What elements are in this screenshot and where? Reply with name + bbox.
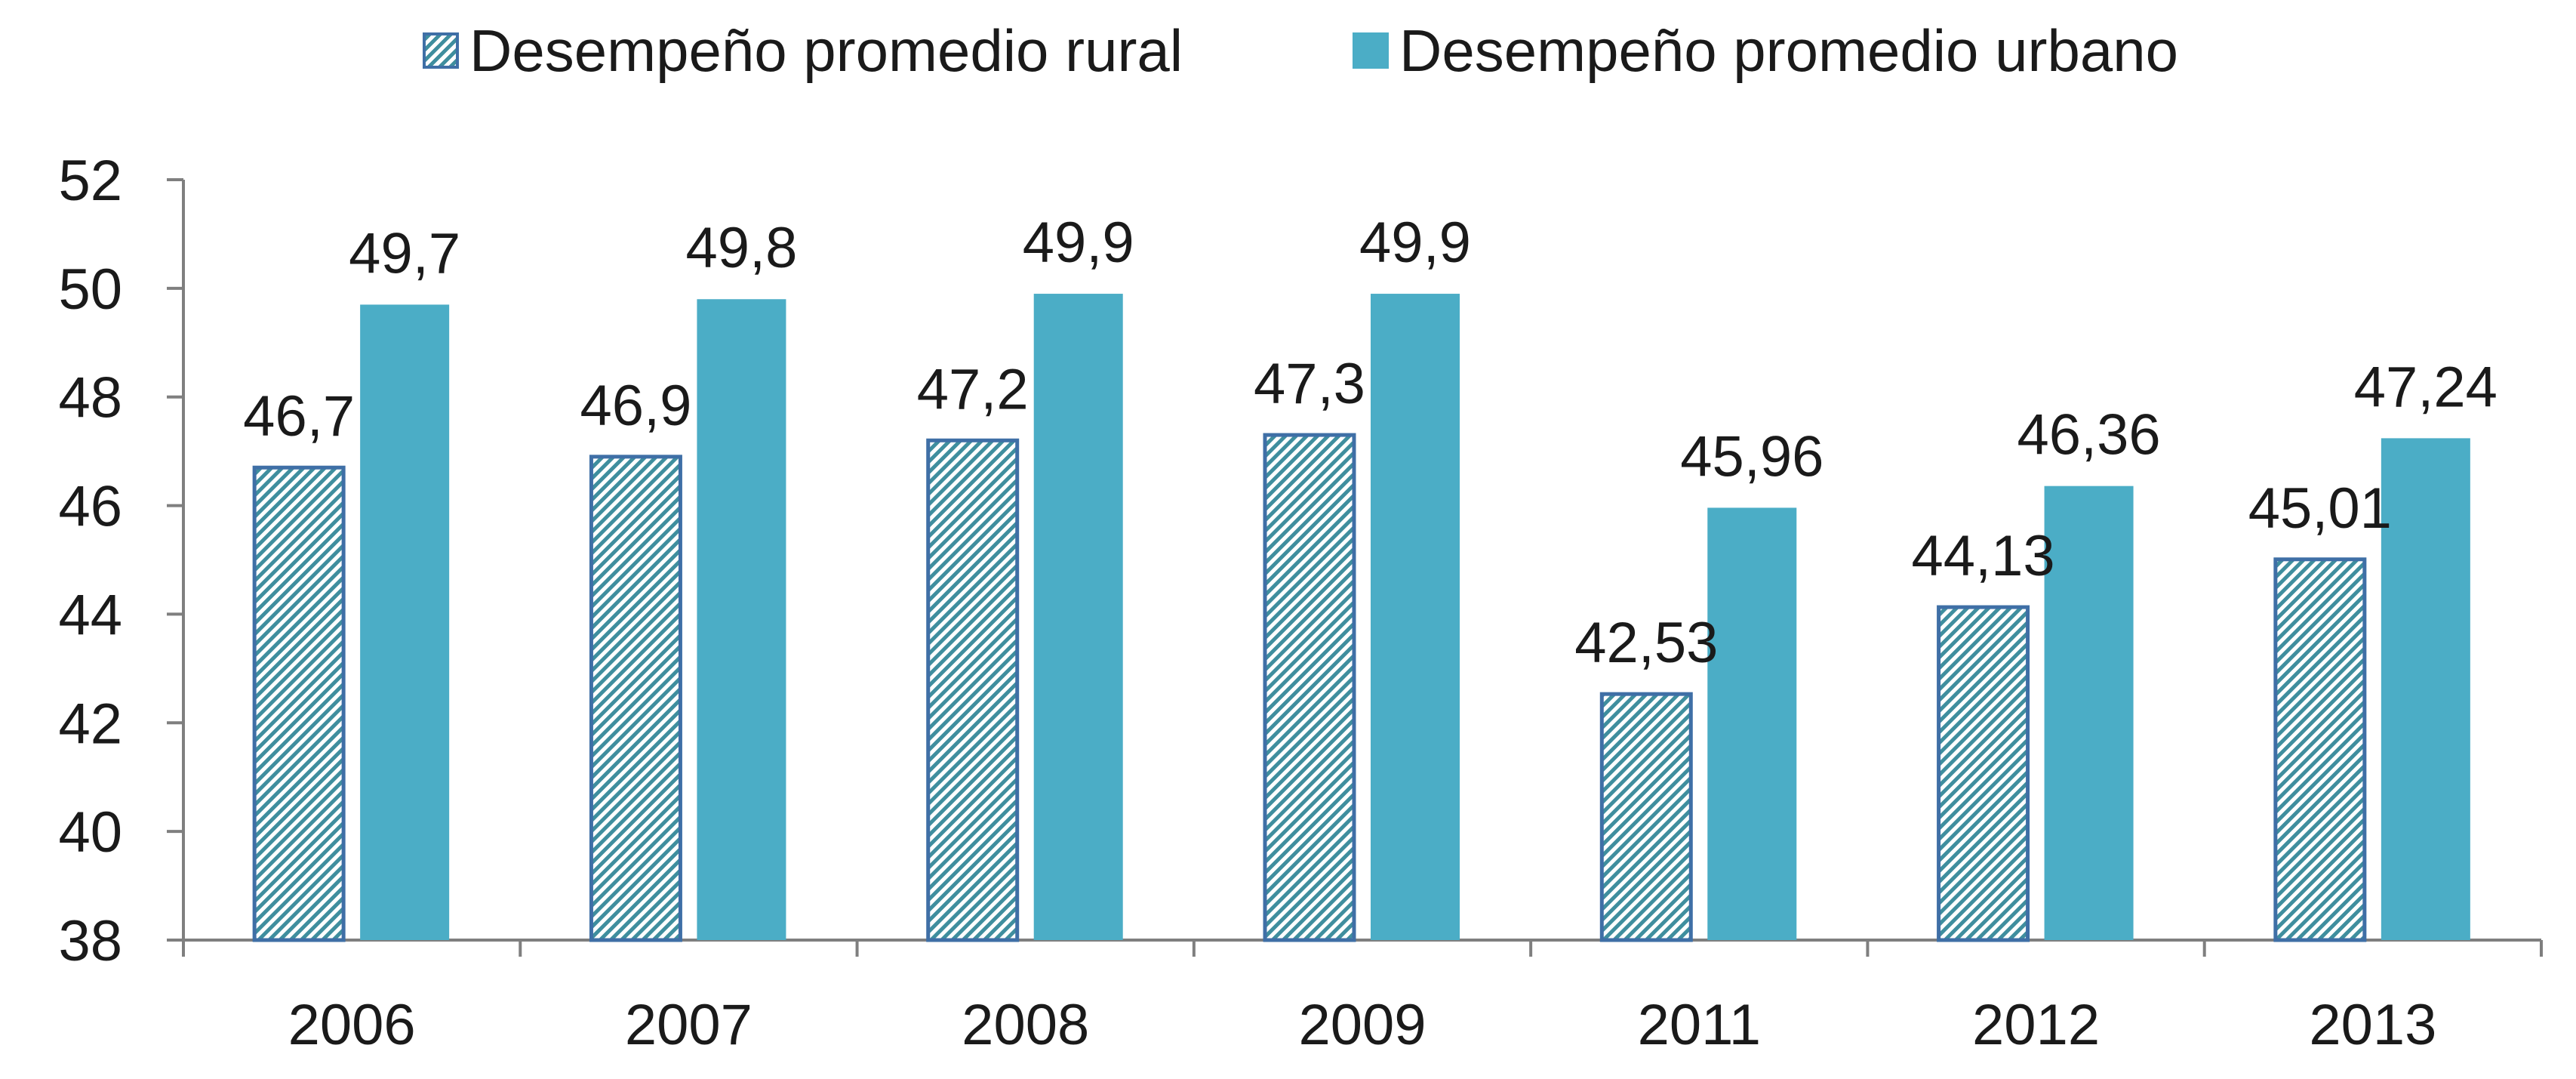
data-label-rural: 45,01 (2248, 476, 2392, 541)
data-label-urban: 49,9 (1023, 211, 1134, 275)
y-tick-label: 42 (58, 692, 122, 756)
legend-item-urban: Desempeño promedio urbano (1353, 21, 2178, 80)
data-labels: 46,7 49,7 46,9 49,8 47,2 49,9 47,3 49,9 42,53 45,… (243, 211, 2498, 675)
x-tick-label: 2012 (1972, 993, 2100, 1057)
bar-urban (1707, 507, 1797, 940)
bar-urban (697, 299, 786, 940)
bar-rural (252, 465, 346, 942)
data-label-rural: 47,3 (1254, 352, 1365, 416)
data-label-rural: 46,9 (580, 374, 691, 438)
legend-label-rural: Desempeño promedio rural (469, 17, 1183, 84)
bar-rural (2273, 557, 2367, 942)
data-label-urban: 49,9 (1359, 211, 1471, 275)
bar-rural (1599, 692, 1693, 942)
x-tick-label: 2013 (2309, 993, 2436, 1057)
y-tick-label: 46 (58, 475, 122, 539)
y-tick-label: 52 (58, 149, 122, 213)
data-label-urban: 49,7 (349, 221, 460, 285)
axes: 38 40 42 44 46 48 50 52 2006 2007 2008 2009 2011 2012… (58, 149, 2543, 1057)
data-label-urban: 45,96 (1680, 424, 1824, 489)
y-tick-label: 38 (58, 909, 122, 973)
y-tick-label: 40 (58, 800, 122, 865)
data-label-urban: 47,24 (2354, 355, 2498, 419)
legend-label-urban: Desempeño promedio urbano (1399, 17, 2178, 84)
data-label-rural: 42,53 (1574, 611, 1718, 675)
y-tick-label: 48 (58, 366, 122, 430)
chart-legend: Desempeño promedio rural Desempeño prome… (0, 0, 2576, 98)
data-label-urban: 46,36 (2017, 403, 2160, 467)
x-tick-label: 2006 (288, 993, 416, 1057)
data-label-rural: 46,7 (243, 384, 355, 449)
legend-swatch-urban (1353, 32, 1389, 69)
x-tick-label: 2009 (1298, 993, 1426, 1057)
legend-item-rural: Desempeño promedio rural (423, 21, 1183, 80)
bar-rural (1937, 605, 2030, 942)
bar-urban (2044, 486, 2134, 940)
bar-urban (2381, 438, 2470, 940)
x-tick-label: 2008 (962, 993, 1089, 1057)
bar-rural (926, 438, 1020, 942)
bar-urban (360, 304, 450, 941)
data-label-urban: 49,8 (685, 216, 797, 280)
x-tick-label: 2011 (1638, 993, 1761, 1057)
data-label-rural: 47,2 (917, 357, 1029, 421)
bar-urban (1371, 294, 1460, 940)
bar-rural (1263, 433, 1356, 942)
x-tick-label: 2007 (625, 993, 752, 1057)
legend-swatch-rural (423, 32, 459, 69)
data-label-rural: 44,13 (1911, 524, 2054, 588)
y-tick-label: 44 (58, 583, 122, 647)
bars (252, 294, 2470, 942)
bar-rural (589, 455, 682, 942)
bar-urban (1033, 294, 1123, 940)
y-tick-label: 50 (58, 257, 122, 322)
